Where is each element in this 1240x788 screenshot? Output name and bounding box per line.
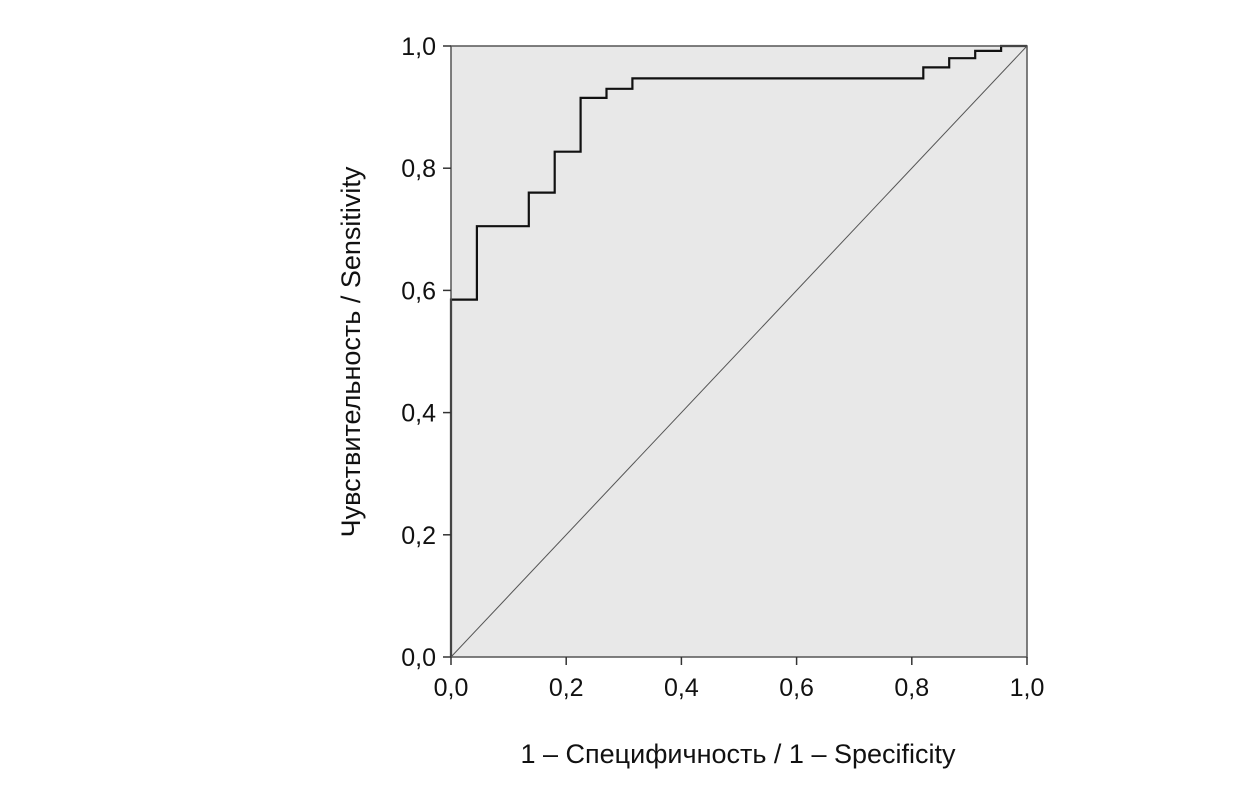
y-tick-label: 0,4 bbox=[401, 400, 436, 428]
x-tick-label: 0,6 bbox=[779, 674, 814, 702]
x-tick-label: 0,4 bbox=[664, 674, 699, 702]
x-tick-label: 0,0 bbox=[434, 674, 469, 702]
roc-curve-layer bbox=[449, 44, 1027, 657]
tick-layer: 0,0 0,2 0,4 0,6 0,8 1,0 0,0 0,2 0,4 0,6 0,8 1,0 bbox=[401, 33, 1044, 702]
x-axis-title: 1 – Специфичность / 1 – Specificity bbox=[520, 739, 956, 769]
y-tick-label: 0,8 bbox=[401, 155, 436, 183]
reference-diagonal-line bbox=[450, 45, 1028, 658]
y-axis-title: Чувствительность / Sensitivity bbox=[336, 166, 366, 537]
y-tick-label: 0,6 bbox=[401, 277, 436, 305]
x-tick-label: 0,8 bbox=[894, 674, 929, 702]
plot-frame bbox=[450, 45, 1028, 658]
reference-line-layer bbox=[450, 45, 1028, 658]
y-tick-label: 1,0 bbox=[401, 33, 436, 61]
x-tick-label: 1,0 bbox=[1010, 674, 1045, 702]
y-tick-label: 0,0 bbox=[401, 644, 436, 672]
roc-curve-line bbox=[449, 44, 1027, 657]
x-tick-label: 0,2 bbox=[549, 674, 584, 702]
y-tick-label: 0,2 bbox=[401, 522, 436, 550]
